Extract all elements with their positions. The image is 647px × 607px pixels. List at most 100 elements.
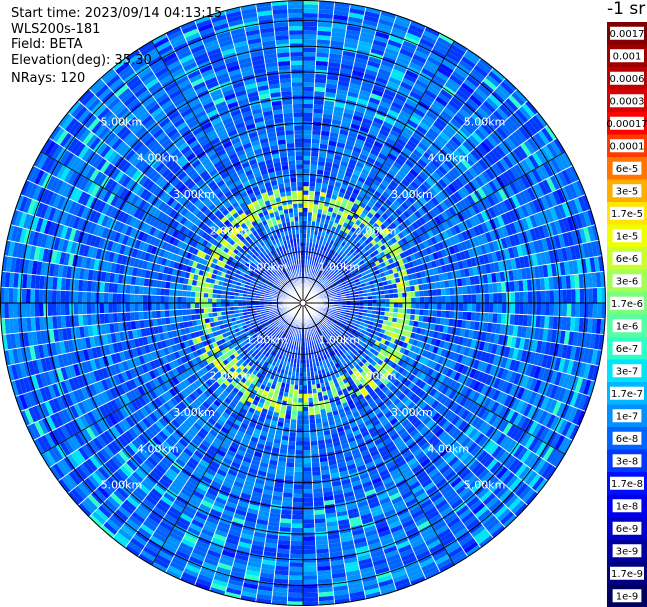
radar-cell [359,32,375,40]
radar-cell [383,51,398,61]
radar-cell [312,117,323,123]
radar-cell [315,422,323,428]
radar-cell [303,51,317,57]
radar-cell [311,462,321,468]
radar-cell [389,298,394,303]
radar-cell [379,14,396,24]
radar-cell [326,79,339,85]
radar-cell [323,166,332,172]
radar-cell [488,303,494,313]
radar-cell [293,475,303,481]
radar-cell [341,156,350,164]
radar-cell [282,496,293,502]
radar-cell [303,82,315,87]
radar-cell [392,23,409,33]
radar-cell [462,311,468,321]
radar-cell [410,291,416,298]
radar-cell [303,428,310,433]
radar-cell [377,104,390,114]
radar-cell [284,470,295,476]
radar-cell [519,291,524,303]
radar-cell [320,259,325,265]
radar-cell [328,53,343,60]
radar-cell [310,436,318,442]
radar-cell [305,242,310,248]
radar-cell [295,441,303,446]
radar-cell [292,402,298,407]
radar-cell [308,186,316,192]
radar-cell [359,125,370,134]
radar-cell [327,66,341,73]
radar-cell [362,19,379,28]
radar-cell [303,449,311,455]
radar-cell [291,519,303,524]
radar-cell [493,292,498,303]
radar-cell [313,496,324,502]
radar-cell [406,303,412,309]
radar-cell [310,164,318,170]
radar-cell [389,72,404,82]
radar-cell [596,303,602,319]
radar-cell [303,583,318,589]
radar-cell [290,414,298,420]
radar-cell [363,141,374,149]
radar-cell [545,290,550,303]
radar-cell [310,147,320,153]
radar-cell [341,197,349,205]
radar-cell [383,117,396,126]
radar-cell [322,109,334,115]
radar-cell [329,171,338,178]
radar-cell [545,303,550,316]
radar-cell [360,27,376,36]
radar-cell [303,558,317,563]
radar-cell [303,523,315,529]
radar-cell [303,415,310,420]
radar-cell [335,146,345,153]
radar-cell [296,419,303,425]
radar-cell [303,151,311,157]
radar-cell [366,156,376,165]
radar-cell [327,144,337,151]
radar-cell [331,27,347,34]
radar-cell [321,183,329,189]
radar-cell [307,203,314,209]
radar-cell [436,288,442,296]
radar-cell [410,308,416,315]
radar-cell [282,431,290,437]
radar-cell [310,156,319,161]
radar-cell [385,303,390,308]
radar-cell [328,57,342,64]
radar-cell [497,292,503,303]
radar-cell [347,131,358,139]
radar-cell [345,167,355,174]
radar-cell [371,88,384,97]
radar-cell [287,596,303,602]
radar-cell [315,221,321,227]
radar-cell [363,73,377,81]
radar-cell [303,467,312,472]
radar-cell [294,458,303,464]
radar-cell [344,104,356,111]
radar-cell [372,39,388,48]
radar-cell [303,147,312,152]
radar-cell [393,303,399,308]
radar-cell [376,22,393,32]
radar-cell [457,286,463,295]
radar-cell [303,199,309,204]
radar-cell [296,424,303,429]
radar-cell [357,176,366,184]
radar-cell [496,282,502,293]
radar-cell [303,112,313,118]
radar-cell [321,209,328,216]
radar-cell [488,312,494,323]
radar-cell [318,9,334,15]
radar-cell [373,140,384,149]
radar-cell [290,545,303,550]
radar-cell [309,423,317,429]
radar-cell [303,393,308,399]
radar-cell [303,233,307,239]
radar-cell [303,389,308,394]
radar-cell [308,406,315,412]
radar-cell [303,402,309,407]
radar-cell [340,63,354,71]
